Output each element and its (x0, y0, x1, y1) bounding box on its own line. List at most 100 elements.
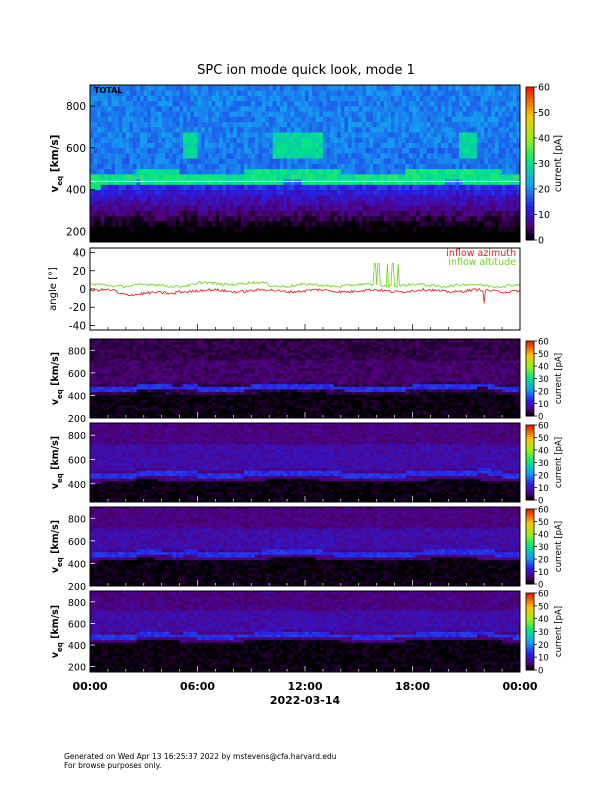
heatmap-cell (487, 194, 492, 201)
heatmap-cell (150, 375, 155, 379)
heatmap-cell (115, 189, 120, 196)
heatmap-cell (215, 341, 220, 345)
heatmap-cell (158, 402, 163, 406)
heatmap-cell (437, 153, 442, 159)
heatmap-cell (401, 163, 406, 170)
heatmap-cell (133, 90, 137, 96)
heatmap-cell (208, 396, 213, 400)
heatmap-cell (290, 100, 295, 107)
heatmap-cell (441, 126, 446, 133)
heatmap-cell (509, 142, 514, 149)
heatmap-cell (380, 100, 385, 107)
heatmap-cell (219, 226, 223, 232)
heatmap-cell (204, 404, 209, 408)
heatmap-cell (437, 95, 442, 102)
heatmap-cell (251, 147, 256, 154)
heatmap-cell (183, 354, 188, 358)
heatmap-cell (287, 132, 292, 138)
heatmap-cell (287, 189, 292, 196)
heatmap-cell (469, 153, 474, 159)
heatmap-cell (150, 399, 155, 403)
heatmap-cell (100, 407, 105, 411)
heatmap-cell (451, 179, 456, 185)
heatmap-cell (183, 221, 188, 227)
heatmap-cell (183, 394, 188, 398)
heatmap-cell (258, 147, 263, 154)
heatmap-cell (133, 153, 137, 159)
heatmap-cell (129, 153, 134, 159)
heatmap-cell (505, 173, 510, 180)
heatmap-cell (419, 132, 424, 138)
colorbar-segment (526, 201, 534, 207)
heatmap-cell (104, 404, 109, 408)
heatmap-cell (434, 226, 438, 232)
heatmap-cell (430, 189, 435, 196)
heatmap-cell (477, 126, 481, 133)
heatmap-cell (351, 85, 356, 91)
heatmap-cell (186, 184, 191, 191)
heatmap-cell (269, 189, 274, 196)
heatmap-cell (172, 85, 177, 91)
heatmap-cell (215, 349, 220, 353)
heatmap-cell (487, 121, 492, 128)
heatmap-cell (201, 373, 206, 377)
heatmap-cell (97, 90, 102, 96)
heatmap-cell (150, 116, 155, 123)
heatmap-cell (448, 221, 453, 227)
heatmap-cell (197, 373, 202, 377)
heatmap-cell (423, 142, 428, 149)
heatmap-cell (165, 90, 170, 96)
heatmap-cell (265, 111, 270, 117)
heatmap-cell (150, 200, 155, 206)
heatmap-cell (502, 168, 507, 175)
heatmap-cell (376, 215, 381, 222)
heatmap-cell (97, 210, 102, 217)
heatmap-cell (512, 100, 517, 107)
heatmap-cell (190, 215, 195, 222)
heatmap-cell (247, 184, 252, 191)
heatmap-cell (408, 205, 413, 211)
heatmap-cell (190, 116, 195, 123)
heatmap-cell (93, 344, 98, 348)
heatmap-cell (176, 173, 180, 180)
heatmap-cell (244, 85, 249, 91)
heatmap-cell (122, 158, 127, 164)
heatmap-cell (208, 352, 213, 356)
heatmap-cell (480, 226, 485, 232)
heatmap-cell (197, 100, 202, 107)
heatmap-cell (115, 357, 120, 361)
heatmap-cell (391, 163, 395, 170)
colorbar-segment (526, 190, 534, 195)
heatmap-cell (279, 137, 284, 143)
heatmap-cell (197, 105, 202, 112)
heatmap-cell (322, 121, 327, 128)
heatmap-cell (494, 121, 499, 128)
heatmap-cell (301, 184, 306, 191)
heatmap-cell (287, 100, 292, 107)
heatmap-cell (115, 373, 120, 377)
heatmap-cell (509, 105, 514, 112)
heatmap-cell (90, 163, 94, 170)
heatmap-cell (204, 339, 209, 343)
colorbar-segment (526, 136, 534, 142)
heatmap-cell (236, 354, 241, 358)
heatmap-cell (118, 158, 123, 164)
heatmap-cell (254, 231, 259, 238)
heatmap-cell (405, 221, 410, 227)
heatmap-cell (183, 231, 188, 238)
heatmap-cell (150, 147, 155, 154)
heatmap-cell (190, 396, 195, 400)
heatmap-cell (215, 370, 220, 374)
heatmap-cell (308, 126, 313, 133)
heatmap-cell (373, 85, 378, 91)
heatmap-cell (315, 126, 320, 133)
heatmap-cell (355, 194, 360, 201)
heatmap-cell (204, 381, 209, 385)
heatmap-cell (412, 137, 417, 143)
heatmap-cell (122, 147, 127, 154)
heatmap-cell (179, 194, 184, 201)
heatmap-cell (186, 344, 191, 348)
heatmap-cell (150, 236, 155, 242)
heatmap-cell (279, 147, 284, 154)
heatmap-cell (197, 386, 202, 390)
